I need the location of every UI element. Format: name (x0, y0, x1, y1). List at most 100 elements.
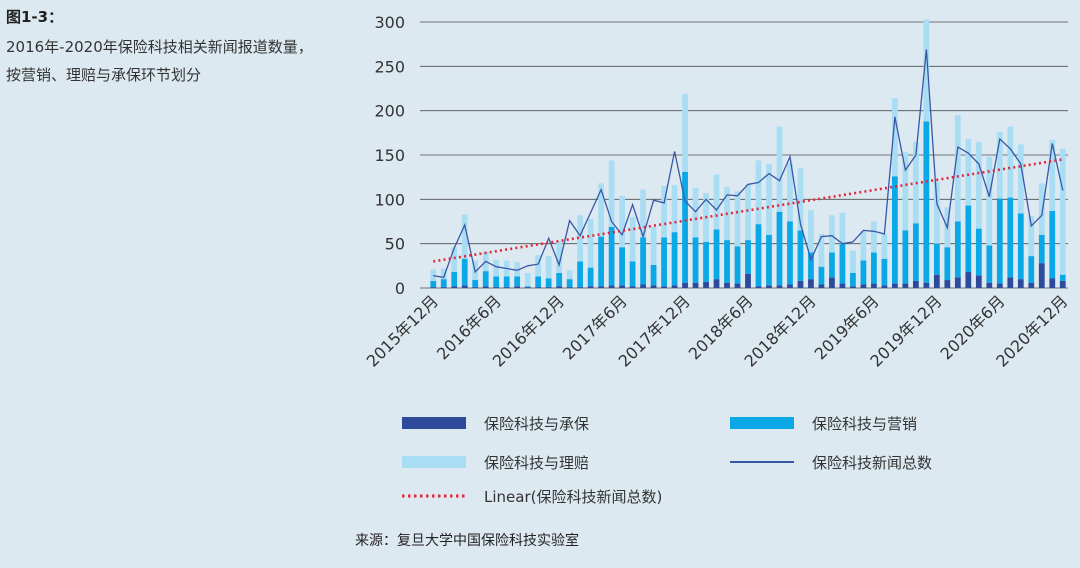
bar-marketing (661, 237, 667, 287)
bar-marketing (734, 246, 741, 284)
bar-marketing (745, 240, 751, 274)
bar-marketing (954, 221, 961, 278)
bar-claims (996, 131, 1003, 199)
bar-claims (829, 215, 835, 253)
bar-claims (1028, 216, 1035, 257)
bar-claims (745, 184, 751, 241)
bar-underwriting (671, 285, 678, 288)
bar-underwriting (776, 285, 783, 288)
bar-marketing (923, 121, 930, 283)
bar-underwriting (472, 287, 479, 288)
bar-claims (1049, 139, 1056, 211)
bar-claims (797, 168, 804, 231)
bar-marketing (440, 279, 447, 288)
bar-underwriting (734, 283, 741, 288)
bar-underwriting (818, 284, 825, 288)
source-note: 来源：复旦大学中国保险科技实验室 (355, 533, 579, 549)
bar-underwriting (587, 286, 594, 288)
bar-claims (850, 250, 856, 273)
figure-label: 图1-3： (6, 8, 64, 26)
bar-marketing (975, 228, 982, 276)
bar-underwriting (724, 282, 730, 288)
bar-claims (1059, 148, 1066, 275)
bar-claims (577, 215, 584, 262)
bar-claims (451, 247, 458, 273)
bar-underwriting (493, 287, 500, 288)
bar-claims (839, 212, 846, 244)
bar-claims (776, 126, 783, 212)
bar-claims (545, 256, 552, 279)
bar-underwriting (1007, 277, 1014, 288)
bar-claims (440, 268, 447, 280)
bar-marketing (912, 223, 919, 281)
y-tick-label: 100 (374, 190, 405, 209)
bar-claims (461, 214, 468, 259)
bar-claims (933, 181, 940, 244)
bar-marketing (713, 229, 720, 280)
bar-marketing (493, 276, 500, 288)
bar-underwriting (503, 287, 510, 288)
legend-label: 保险科技与承保 (484, 415, 589, 433)
bar-marketing (1059, 274, 1066, 281)
bar-claims (713, 174, 720, 230)
bar-underwriting (912, 280, 919, 288)
bar-underwriting (902, 283, 909, 288)
bar-underwriting (986, 282, 993, 288)
bar-marketing (1017, 213, 1024, 280)
bar-underwriting (577, 287, 584, 288)
bar-underwriting (965, 272, 972, 288)
bar-claims (535, 255, 542, 277)
bar-marketing (860, 260, 867, 285)
bar-marketing (472, 280, 479, 288)
bar-marketing (1038, 234, 1045, 264)
bar-marketing (556, 272, 563, 287)
bar-underwriting (975, 275, 982, 288)
bar-underwriting (608, 285, 615, 288)
figure-caption: 2016年-2020年保险科技相关新闻报道数量，按营销、理赔与承保环节划分 (6, 38, 313, 84)
bar-underwriting (524, 287, 531, 288)
bar-claims (514, 262, 521, 277)
bar-marketing (986, 245, 993, 283)
bar-claims (671, 185, 678, 233)
bar-marketing (808, 252, 814, 280)
bar-underwriting (1049, 278, 1056, 288)
bar-marketing (640, 237, 646, 285)
bar-claims (766, 163, 772, 235)
bar-underwriting (514, 286, 521, 288)
legend-label: Linear(保险科技新闻总数) (484, 488, 662, 506)
bar-marketing (671, 232, 678, 286)
bar-underwriting (850, 286, 856, 288)
bar-marketing (587, 267, 594, 287)
bar-marketing (881, 258, 888, 286)
bar-marketing (818, 266, 825, 285)
bar-underwriting (629, 286, 636, 288)
bar-marketing (577, 261, 584, 288)
bar-marketing (566, 279, 573, 288)
bar-claims (608, 160, 615, 227)
bar-claims (818, 233, 825, 267)
bar-marketing (503, 276, 510, 288)
bar-underwriting (619, 285, 625, 288)
bar-marketing (776, 211, 783, 286)
bar-marketing (1049, 210, 1056, 279)
bar-underwriting (881, 285, 888, 288)
bar-underwriting (755, 286, 762, 288)
bar-underwriting (1059, 280, 1066, 288)
bar-claims (1017, 144, 1024, 214)
bar-underwriting (640, 284, 646, 288)
legend-label: 保险科技新闻总数 (812, 454, 932, 472)
y-tick-label: 200 (374, 102, 405, 121)
y-tick-label: 150 (374, 146, 405, 165)
legend-label: 保险科技与营销 (812, 415, 917, 433)
bar-underwriting (661, 286, 667, 288)
bar-claims (598, 183, 604, 237)
bar-marketing (451, 272, 458, 287)
bar-claims (965, 139, 972, 206)
x-tick-label: 2015年12月 (363, 291, 442, 370)
bar-underwriting (1017, 279, 1024, 288)
bar-marketing (598, 236, 604, 287)
bar-marketing (692, 237, 699, 283)
bar-marketing (944, 247, 951, 281)
total-news-line (433, 49, 1064, 279)
